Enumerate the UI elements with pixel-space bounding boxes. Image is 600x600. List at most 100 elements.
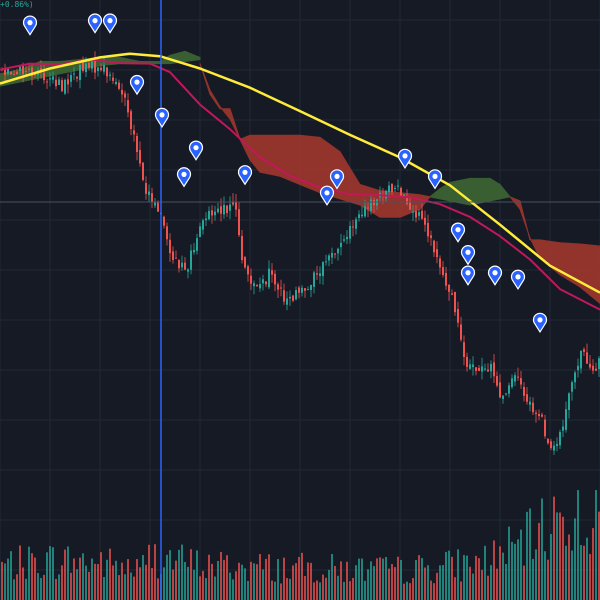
volume-bar <box>313 582 315 600</box>
volume-bar <box>184 562 186 600</box>
volume-bar <box>148 544 150 600</box>
candle-body <box>208 210 210 220</box>
event-marker-icon[interactable] <box>319 185 335 206</box>
candle-body <box>85 63 87 73</box>
marker-dot <box>27 20 33 26</box>
volume-bar <box>490 565 492 600</box>
marker-pin <box>450 222 466 243</box>
candle-body <box>394 187 396 189</box>
volume-bar <box>472 573 474 600</box>
volume-bar <box>415 559 417 600</box>
event-marker-icon[interactable] <box>487 265 503 286</box>
volume-bar <box>592 528 594 600</box>
volume-bar <box>109 548 111 600</box>
candle-body <box>292 295 294 301</box>
event-marker-icon[interactable] <box>460 265 476 286</box>
event-markers[interactable] <box>22 13 548 334</box>
volume-bar <box>268 554 270 600</box>
volume-bar <box>61 565 63 600</box>
volume-bar <box>151 568 153 600</box>
volume-bar <box>55 578 57 600</box>
event-marker-icon[interactable] <box>188 140 204 161</box>
event-marker-icon[interactable] <box>176 167 192 188</box>
candle-body <box>322 262 324 277</box>
volume-bar <box>244 568 246 600</box>
candle-body <box>100 67 102 71</box>
volume-bar <box>208 554 210 600</box>
candle-body <box>475 367 477 371</box>
candle-body <box>286 298 288 305</box>
event-marker-icon[interactable] <box>237 165 253 186</box>
event-marker-icon[interactable] <box>510 269 526 290</box>
candle-body <box>562 426 564 431</box>
volume-bar <box>538 523 540 600</box>
candle-body <box>139 149 141 164</box>
volume-bar <box>229 572 231 600</box>
candle-body <box>400 187 402 196</box>
volume-bar <box>262 569 264 600</box>
volume-bar <box>466 555 468 600</box>
volume-bar <box>343 581 345 600</box>
marker-pin <box>22 15 38 36</box>
marker-pin <box>87 13 103 34</box>
volume-bar <box>514 543 516 600</box>
volume-bar <box>220 551 222 600</box>
marker-pin <box>487 265 503 286</box>
event-marker-icon[interactable] <box>427 169 443 190</box>
event-marker-icon[interactable] <box>450 222 466 243</box>
volume-bar <box>292 565 294 600</box>
event-marker-icon[interactable] <box>329 169 345 190</box>
volume-bar <box>412 578 414 600</box>
change-label: +0.86%) <box>0 0 34 9</box>
volume-bar <box>559 512 561 600</box>
candle-body <box>493 362 495 377</box>
volume-bar <box>493 540 495 600</box>
volume-bar <box>346 561 348 600</box>
candle-body <box>304 288 306 291</box>
candle-body <box>505 393 507 395</box>
volume-bar <box>133 576 135 600</box>
event-marker-icon[interactable] <box>154 107 170 129</box>
candle-body <box>514 375 516 382</box>
volume-bar <box>298 557 300 600</box>
candle-body <box>517 376 519 378</box>
volume-bar <box>139 567 141 600</box>
volume-bar <box>16 574 18 600</box>
volume-bar <box>226 555 228 600</box>
candle-body <box>598 358 600 370</box>
volume-bar <box>325 577 327 600</box>
candle-body <box>148 191 150 196</box>
candle-body <box>283 290 285 302</box>
marker-dot <box>193 145 199 151</box>
volume-bar <box>505 564 507 600</box>
candle-body <box>577 365 579 371</box>
candle-body <box>238 209 240 236</box>
volume-bar <box>541 498 543 600</box>
candle-body <box>550 441 552 448</box>
volume-bar <box>433 583 435 600</box>
event-marker-icon[interactable] <box>102 13 118 34</box>
volume-bar <box>553 496 555 600</box>
event-marker-icon[interactable] <box>532 312 548 334</box>
volume-bar <box>340 561 342 600</box>
event-marker-icon[interactable] <box>397 148 413 170</box>
candle-body <box>112 77 114 81</box>
volume-bar <box>352 577 354 600</box>
candle-body <box>544 419 546 437</box>
event-marker-icon[interactable] <box>460 245 476 266</box>
event-marker-icon[interactable] <box>129 74 145 96</box>
candle-body <box>115 81 117 85</box>
event-marker-icon[interactable] <box>87 13 103 34</box>
event-marker-icon[interactable] <box>22 15 38 36</box>
candle-body <box>49 78 51 80</box>
candle-body <box>448 284 450 292</box>
volume-bar <box>235 571 237 600</box>
marker-pin <box>129 74 145 96</box>
marker-dot <box>134 79 140 85</box>
marker-pin <box>427 169 443 190</box>
candle-body <box>481 366 483 372</box>
candle-body <box>106 67 108 77</box>
candle-body <box>532 402 534 413</box>
